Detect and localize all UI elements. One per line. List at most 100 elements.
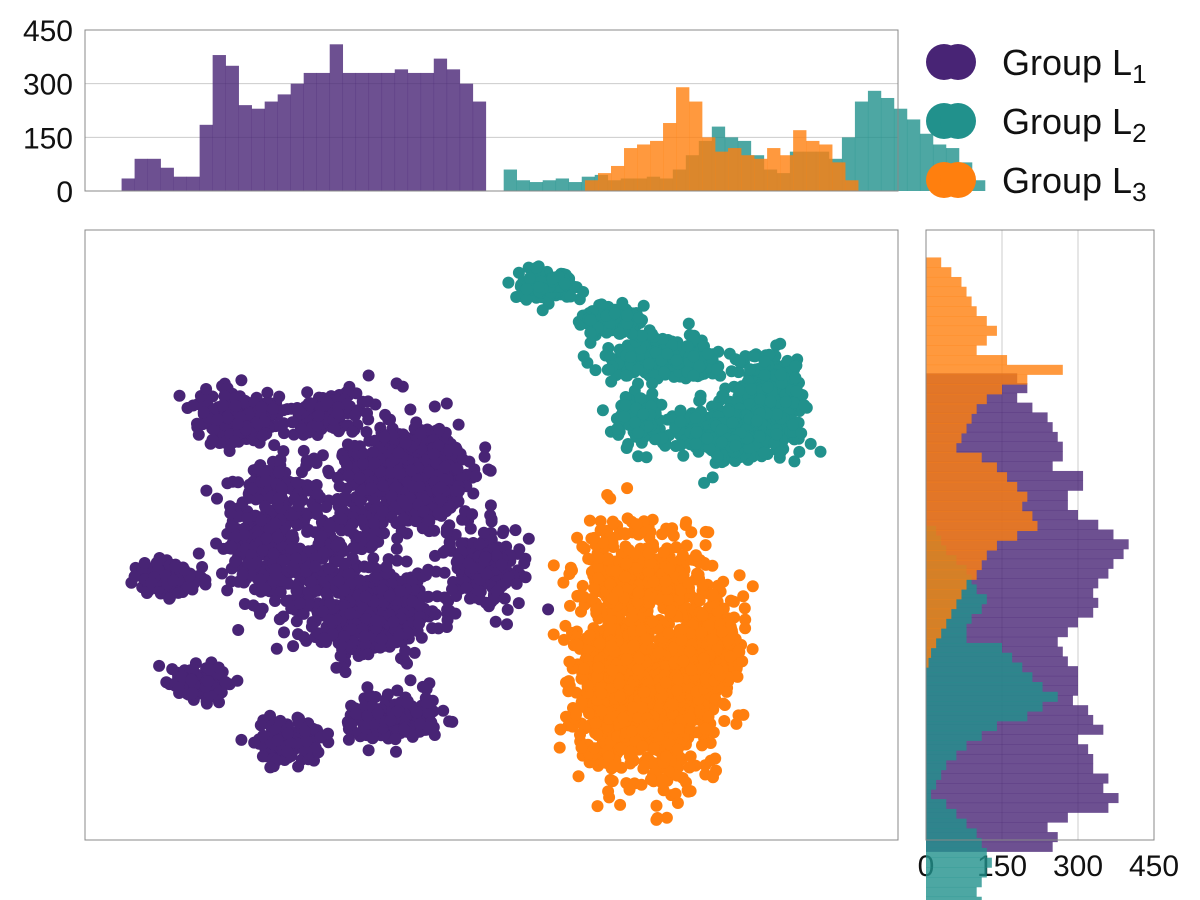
scatter-point-group-1	[371, 707, 384, 720]
right-hist-bar-group-2	[926, 789, 932, 800]
top-hist-bar-group-3	[806, 140, 820, 191]
top-hist-bar-group-1	[342, 72, 357, 191]
right-hist-bar-group-3	[926, 452, 982, 463]
scatter-point-group-3	[716, 625, 729, 638]
scatter-point-group-1	[256, 544, 269, 557]
scatter-point-group-3	[620, 653, 633, 666]
scatter-point-group-1	[320, 396, 333, 409]
scatter-point-group-1	[473, 538, 486, 550]
scatter-point-group-1	[266, 402, 279, 415]
right-hist-bar-group-1	[926, 724, 1104, 735]
scatter-point-group-1	[300, 454, 313, 467]
scatter-point-group-1	[178, 563, 191, 576]
scatter-point-group-1	[376, 505, 389, 518]
right-hist-bar-group-1	[926, 773, 1109, 784]
scatter-point-group-1	[342, 524, 355, 537]
right-hist-bar-group-3	[926, 569, 977, 580]
scatter-point-group-1	[278, 626, 290, 639]
right-hist-bar-group-1	[926, 617, 1078, 628]
scatter-point-group-1	[248, 736, 261, 749]
top-hist-bar-group-1	[420, 72, 435, 191]
scatter-point-group-1	[440, 397, 453, 410]
scatter-point-group-1	[449, 607, 462, 620]
scatter-point-group-1	[235, 374, 248, 387]
top-hist-bar-group-1	[446, 69, 461, 191]
scatter-point-group-3	[679, 519, 692, 531]
scatter-point-group-1	[410, 706, 423, 719]
top-hist-bar-group-1	[121, 178, 135, 191]
top-hist-bar-group-1	[199, 124, 213, 191]
scatter-point-group-3	[563, 655, 576, 668]
scatter-point-group-3	[737, 590, 750, 603]
scatter-point-group-3	[592, 572, 605, 585]
scatter-point-group-1	[293, 712, 305, 725]
scatter-point-group-1	[272, 466, 285, 479]
scatter-point-group-1	[522, 532, 535, 545]
right-hist-bar-group-3	[926, 520, 1038, 532]
scatter-point-group-3	[711, 664, 724, 677]
scatter-point-group-1	[430, 565, 443, 578]
right-hist-bar-group-2	[926, 838, 982, 849]
scatter-point-group-1	[405, 464, 418, 477]
right-hist-bar-group-2	[926, 730, 982, 741]
scatter-point-group-3	[602, 785, 615, 798]
scatter-point-group-1	[335, 512, 348, 525]
scatter-point-group-3	[627, 639, 640, 652]
scatter-point-group-3	[702, 526, 715, 539]
right-hist-bar-group-2	[926, 857, 992, 868]
scatter-point-group-1	[342, 733, 355, 746]
scatter-point-group-3	[632, 586, 645, 599]
scatter-point-group-1	[172, 681, 185, 694]
right-hist-bar-group-2	[926, 652, 1013, 663]
scatter-point-group-1	[206, 433, 219, 446]
scatter-point-group-3	[697, 652, 710, 665]
scatter-point-group-1	[357, 457, 369, 470]
top-hist-bar-group-3	[676, 87, 690, 191]
scatter-point-group-1	[228, 435, 241, 448]
scatter-point-group-1	[415, 631, 428, 644]
scatter-point-group-3	[635, 701, 648, 714]
scatter-point-group-1	[390, 542, 403, 555]
scatter-point-group-3	[738, 602, 751, 615]
scatter-point-group-1	[452, 485, 465, 498]
scatter-point-group-1	[259, 474, 272, 487]
right-hist-bar-group-1	[926, 529, 1114, 540]
scatter-point-group-3	[557, 576, 570, 589]
top-hist-ytick-label: 300	[23, 69, 73, 102]
scatter-point-group-1	[401, 657, 413, 670]
scatter-point-group-1	[323, 562, 336, 575]
top-hist-bar-group-2	[542, 180, 557, 191]
scatter-point-group-1	[375, 633, 388, 645]
scatter-point-group-1	[399, 645, 412, 657]
right-hist-bar-group-3	[926, 335, 987, 346]
scatter-point-group-3	[683, 645, 696, 658]
scatter-point-group-1	[229, 555, 242, 568]
right-hist-bar-group-1	[926, 793, 1119, 804]
scatter-point-group-3	[632, 663, 645, 676]
scatter-point-group-1	[400, 696, 413, 709]
scatter-point-group-1	[484, 509, 497, 522]
scatter-point-group-3	[666, 698, 679, 711]
scatter-point-group-1	[399, 437, 412, 450]
scatter-point-group-1	[466, 508, 479, 521]
right-hist-bar-group-1	[926, 441, 1063, 452]
right-hist-bar-group-2	[926, 662, 1023, 673]
right-hist-bar-group-1	[926, 451, 1063, 462]
scatter-point-group-3	[724, 650, 737, 663]
scatter-point-group-1	[361, 681, 374, 694]
top-hist-bar-group-1	[381, 72, 396, 191]
right-hist-bar-group-3	[926, 560, 982, 571]
scatter-point-group-1	[257, 729, 270, 742]
scatter-point-group-3	[614, 798, 627, 811]
top-hist-bar-group-1	[225, 65, 239, 191]
top-hist-bar-group-1	[186, 176, 200, 191]
scatter-point-group-1	[341, 459, 353, 472]
scatter-point-group-3	[706, 588, 719, 601]
scatter-point-group-3	[563, 679, 576, 692]
top-hist-bar-group-2	[568, 182, 583, 191]
right-hist-bar-group-1	[926, 568, 1109, 579]
scatter-point-group-3	[618, 527, 631, 540]
scatter-point-group-1	[331, 407, 344, 420]
scatter-point-group-1	[232, 417, 244, 430]
